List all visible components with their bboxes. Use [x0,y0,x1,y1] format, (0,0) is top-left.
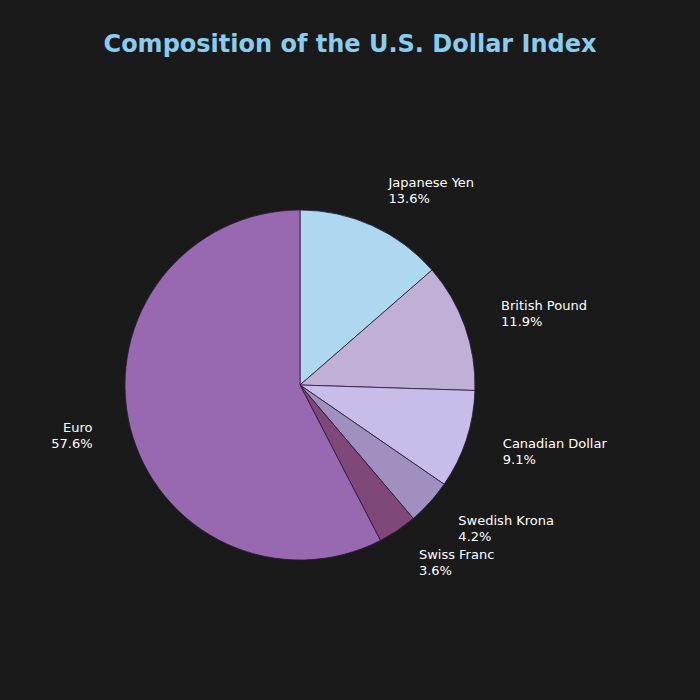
slice-value: 13.6% [388,191,429,206]
slice [125,210,380,560]
slice-value: 11.9% [501,314,542,329]
slice-label: Euro [63,420,93,435]
chart: Composition of the U.S. Dollar Index Japa… [0,0,700,700]
background [0,0,700,700]
pie [125,210,475,560]
data-label: Japanese Yen13.6% [387,175,474,206]
slice-value: 4.2% [458,529,491,544]
title: Composition of the U.S. Dollar Index [104,30,597,58]
slice [300,270,475,390]
slice-label: Swedish Krona [458,513,554,528]
slice-label: Canadian Dollar [503,436,608,451]
slice-value: 9.1% [503,452,536,467]
data-label: Swiss Franc3.6% [419,547,494,578]
labels: Japanese Yen13.6% British Pound11.9% Canad… [51,175,607,577]
data-label: Canadian Dollar9.1% [503,436,608,467]
data-label: Swedish Krona4.2% [458,513,554,544]
slice-label: British Pound [501,298,587,313]
slice-label: Japanese Yen [387,175,474,190]
data-label: Euro57.6% [51,420,92,451]
slice-value: 57.6% [51,436,92,451]
data-label: British Pound11.9% [501,298,587,329]
slice-label: Swiss Franc [419,547,494,562]
slice-value: 3.6% [419,563,452,578]
